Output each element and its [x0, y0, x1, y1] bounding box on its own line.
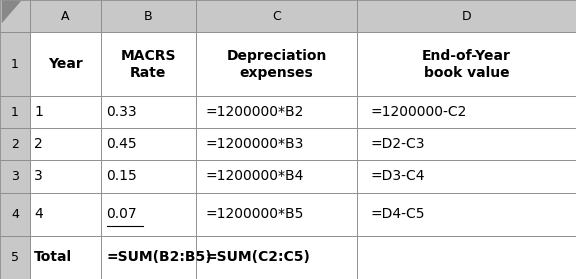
Bar [0, 236, 30, 279]
Bar [0, 193, 30, 236]
Bar [30, 236, 101, 279]
Bar [357, 96, 576, 128]
Bar [30, 0, 101, 32]
Text: A: A [61, 9, 70, 23]
Text: 0.15: 0.15 [107, 169, 137, 184]
Text: MACRS
Rate: MACRS Rate [120, 49, 176, 80]
Bar [357, 0, 576, 32]
Text: C: C [272, 9, 281, 23]
Text: End-of-Year
book value: End-of-Year book value [422, 49, 511, 80]
Text: 4: 4 [11, 208, 19, 221]
Bar [30, 96, 101, 128]
Text: =SUM(B2:B5): =SUM(B2:B5) [107, 250, 212, 264]
Text: 5: 5 [11, 251, 19, 264]
Bar [101, 160, 196, 193]
Bar [357, 32, 576, 96]
Text: =1200000*B4: =1200000*B4 [206, 169, 304, 184]
Text: Year: Year [48, 57, 83, 71]
Bar [196, 236, 357, 279]
Text: =D3-C4: =D3-C4 [370, 169, 425, 184]
Bar [0, 160, 30, 193]
Text: 1: 1 [34, 105, 43, 119]
Bar [0, 0, 30, 32]
Text: 0.07: 0.07 [107, 207, 137, 221]
Text: B: B [144, 9, 153, 23]
Bar [101, 32, 196, 96]
Text: 1: 1 [11, 58, 19, 71]
Text: =1200000*B2: =1200000*B2 [206, 105, 304, 119]
Text: =D2-C3: =D2-C3 [370, 137, 425, 151]
Text: =D4-C5: =D4-C5 [370, 207, 425, 221]
Bar [196, 193, 357, 236]
Bar [101, 0, 196, 32]
Text: =1200000-C2: =1200000-C2 [370, 105, 467, 119]
Bar [357, 193, 576, 236]
Text: 0.33: 0.33 [107, 105, 137, 119]
Bar [30, 160, 101, 193]
Bar [357, 236, 576, 279]
Text: 2: 2 [11, 138, 19, 151]
Bar [30, 32, 101, 96]
Bar [357, 160, 576, 193]
Bar [0, 32, 30, 96]
Text: Depreciation
expenses: Depreciation expenses [226, 49, 327, 80]
Text: 3: 3 [34, 169, 43, 184]
Bar [196, 0, 357, 32]
Text: 2: 2 [34, 137, 43, 151]
Bar [101, 96, 196, 128]
Bar [0, 128, 30, 160]
Polygon shape [2, 1, 21, 23]
Bar [101, 236, 196, 279]
Text: =1200000*B5: =1200000*B5 [206, 207, 304, 221]
Bar [101, 128, 196, 160]
Bar [30, 128, 101, 160]
Bar [357, 128, 576, 160]
Text: D: D [462, 9, 471, 23]
Bar [30, 193, 101, 236]
Bar [0, 96, 30, 128]
Text: =1200000*B3: =1200000*B3 [206, 137, 304, 151]
Text: 4: 4 [34, 207, 43, 221]
Text: 3: 3 [11, 170, 19, 183]
Bar [196, 128, 357, 160]
Text: Total: Total [34, 250, 73, 264]
Text: 1: 1 [11, 106, 19, 119]
Bar [101, 193, 196, 236]
Text: =SUM(C2:C5): =SUM(C2:C5) [206, 250, 310, 264]
Bar [196, 96, 357, 128]
Bar [196, 32, 357, 96]
Text: 0.45: 0.45 [107, 137, 137, 151]
Bar [196, 160, 357, 193]
